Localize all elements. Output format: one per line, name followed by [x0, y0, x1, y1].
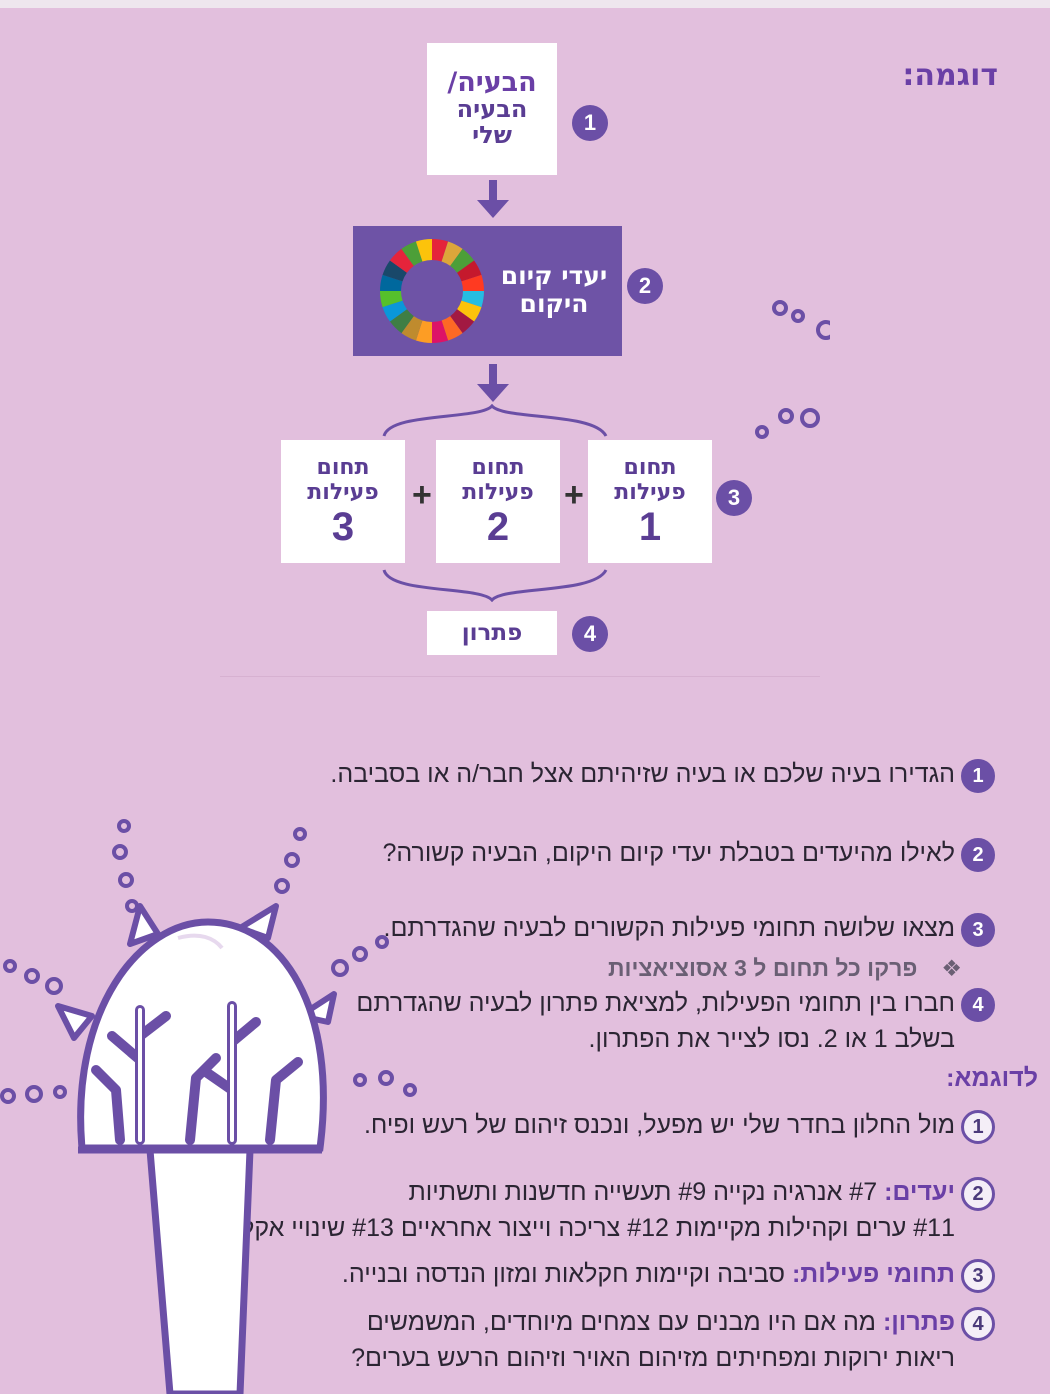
example-item-3-label: תחומי פעילות:	[791, 1260, 955, 1288]
step-item-4-number: 4	[961, 988, 995, 1022]
step-item-2-number: 2	[961, 838, 995, 872]
activity-area-3-line2: פעילות	[307, 479, 379, 505]
activity-area-2-number: 2	[486, 504, 510, 549]
problem-box: הבעיה/ הבעיה שלי	[427, 43, 557, 175]
step-item-4-line1: חברו בין תחומי הפעילות, למציאת פתרון לבע…	[356, 989, 955, 1017]
example-item-4: 4 פתרון: מה אם היו מבנים עם צמחים מיוחדי…	[351, 1304, 995, 1376]
step-item-3-bullet-text: פרקו כל תחום ל 3 אסוציאציות	[608, 955, 918, 981]
example-item-2-label: יעדים:	[884, 1178, 955, 1206]
step-item-3: 3 מצאו שלושה תחומי פעילות הקשורים לבעיה …	[384, 910, 995, 947]
example-title: דוגמה:	[902, 58, 998, 93]
activity-area-1-box: תחום פעילות 1	[588, 440, 712, 563]
example-item-1-text: מול החלון בחדר שלי יש מפעל, ונכנס זיהום …	[363, 1111, 955, 1139]
example-item-2-number: 2	[961, 1177, 995, 1211]
step-item-2: 2 לאילו מהיעדים בטבלת יעדי קיום היקום, ה…	[382, 835, 995, 872]
step-item-3-bullet: ❖ פרקו כל תחום ל 3 אסוציאציות	[608, 950, 962, 986]
step-3-circle: 3	[716, 480, 752, 516]
step-item-1-text: הגדירו בעיה שלכם או בעיה שזיהיתם אצל חבר…	[330, 760, 955, 788]
activity-area-1-line1: תחום	[623, 454, 677, 480]
step-item-3-number: 3	[961, 913, 995, 947]
solution-label: פתרון	[461, 620, 523, 646]
problem-box-line1: הבעיה/	[447, 67, 537, 98]
arrow-down-2	[477, 364, 509, 402]
activity-area-3-line1: תחום	[316, 454, 370, 480]
example-item-2-line1: #7 אנרגיה נקייה #9 תעשייה חדשנות ותשתיות	[408, 1178, 878, 1206]
sdg-label-line1: יעדי קיום	[500, 261, 608, 290]
step-item-3-text: מצאו שלושה תחומי פעילות הקשורים לבעיה שה…	[383, 914, 955, 942]
example-item-3-value: סביבה וקיימות חקלאות ומזון הנדסה ובנייה.	[341, 1260, 785, 1288]
activity-area-1-number: 1	[638, 504, 662, 549]
step-item-1: 1 הגדירו בעיה שלכם או בעיה שזיהיתם אצל ח…	[330, 756, 995, 793]
step-2-circle: 2	[627, 268, 663, 304]
example-item-3-text: תחומי פעילות: סביבה וקיימות חקלאות ומזון…	[342, 1256, 955, 1292]
brace-bottom	[382, 569, 608, 602]
solution-box: פתרון	[427, 611, 557, 655]
brace-top	[382, 404, 608, 437]
diamond-bullet-icon: ❖	[941, 955, 962, 981]
plus-sign-left: +	[412, 476, 432, 514]
step-item-4-line2: בשלב 1 או 2. נסו לצייר את הפתרון.	[588, 1025, 955, 1053]
step-item-2-text: לאילו מהיעדים בטבלת יעדי קיום היקום, הבע…	[382, 839, 955, 867]
example-item-4-number: 4	[961, 1307, 995, 1341]
example-item-4-line1: מה אם היו מבנים עם צמחים מיוחדים, המשמשי…	[366, 1308, 876, 1336]
example-item-4-text: פתרון: מה אם היו מבנים עם צמחים מיוחדים,…	[351, 1304, 955, 1376]
top-band	[0, 0, 1050, 8]
example-item-3-number: 3	[961, 1259, 995, 1293]
activity-area-1-line2: פעילות	[614, 479, 686, 505]
example-item-4-line2: ריאות ירוקות ומפחיתים מזיהום האויר וזיהו…	[351, 1344, 955, 1372]
example-item-1-number: 1	[961, 1110, 995, 1144]
step-4-circle: 4	[572, 616, 608, 652]
example-item-3: 3 תחומי פעילות: סביבה וקיימות חקלאות ומז…	[342, 1256, 995, 1293]
example-item-4-label: פתרון:	[882, 1308, 955, 1336]
dome-illustration	[0, 819, 417, 1394]
sdg-wheel-icon	[380, 239, 484, 343]
activity-area-3-number: 3	[331, 504, 355, 549]
plus-sign-right: +	[564, 476, 584, 514]
step-1-circle: 1	[572, 105, 608, 141]
activity-area-2-line1: תחום	[471, 454, 525, 480]
step-item-1-number: 1	[961, 759, 995, 793]
example-label: לדוגמא:	[946, 1064, 1038, 1092]
activity-area-2-box: תחום פעילות 2	[436, 440, 560, 563]
problem-box-line3: שלי	[472, 121, 512, 149]
sdg-label-line2: היקום	[519, 289, 589, 318]
decorative-dots-right	[755, 300, 830, 439]
activity-area-3-box: תחום פעילות 3	[281, 440, 405, 563]
problem-box-line2: הבעיה	[456, 95, 528, 123]
example-item-1: 1 מול החלון בחדר שלי יש מפעל, ונכנס זיהו…	[364, 1107, 995, 1144]
arrow-down-1	[477, 180, 509, 218]
faint-divider	[220, 676, 820, 677]
step-item-4: 4 חברו בין תחומי הפעילות, למציאת פתרון ל…	[356, 985, 995, 1057]
step-item-4-text: חברו בין תחומי הפעילות, למציאת פתרון לבע…	[356, 985, 955, 1057]
activity-area-2-line2: פעילות	[462, 479, 534, 505]
sdg-box-label: יעדי קיום היקום	[492, 262, 616, 318]
